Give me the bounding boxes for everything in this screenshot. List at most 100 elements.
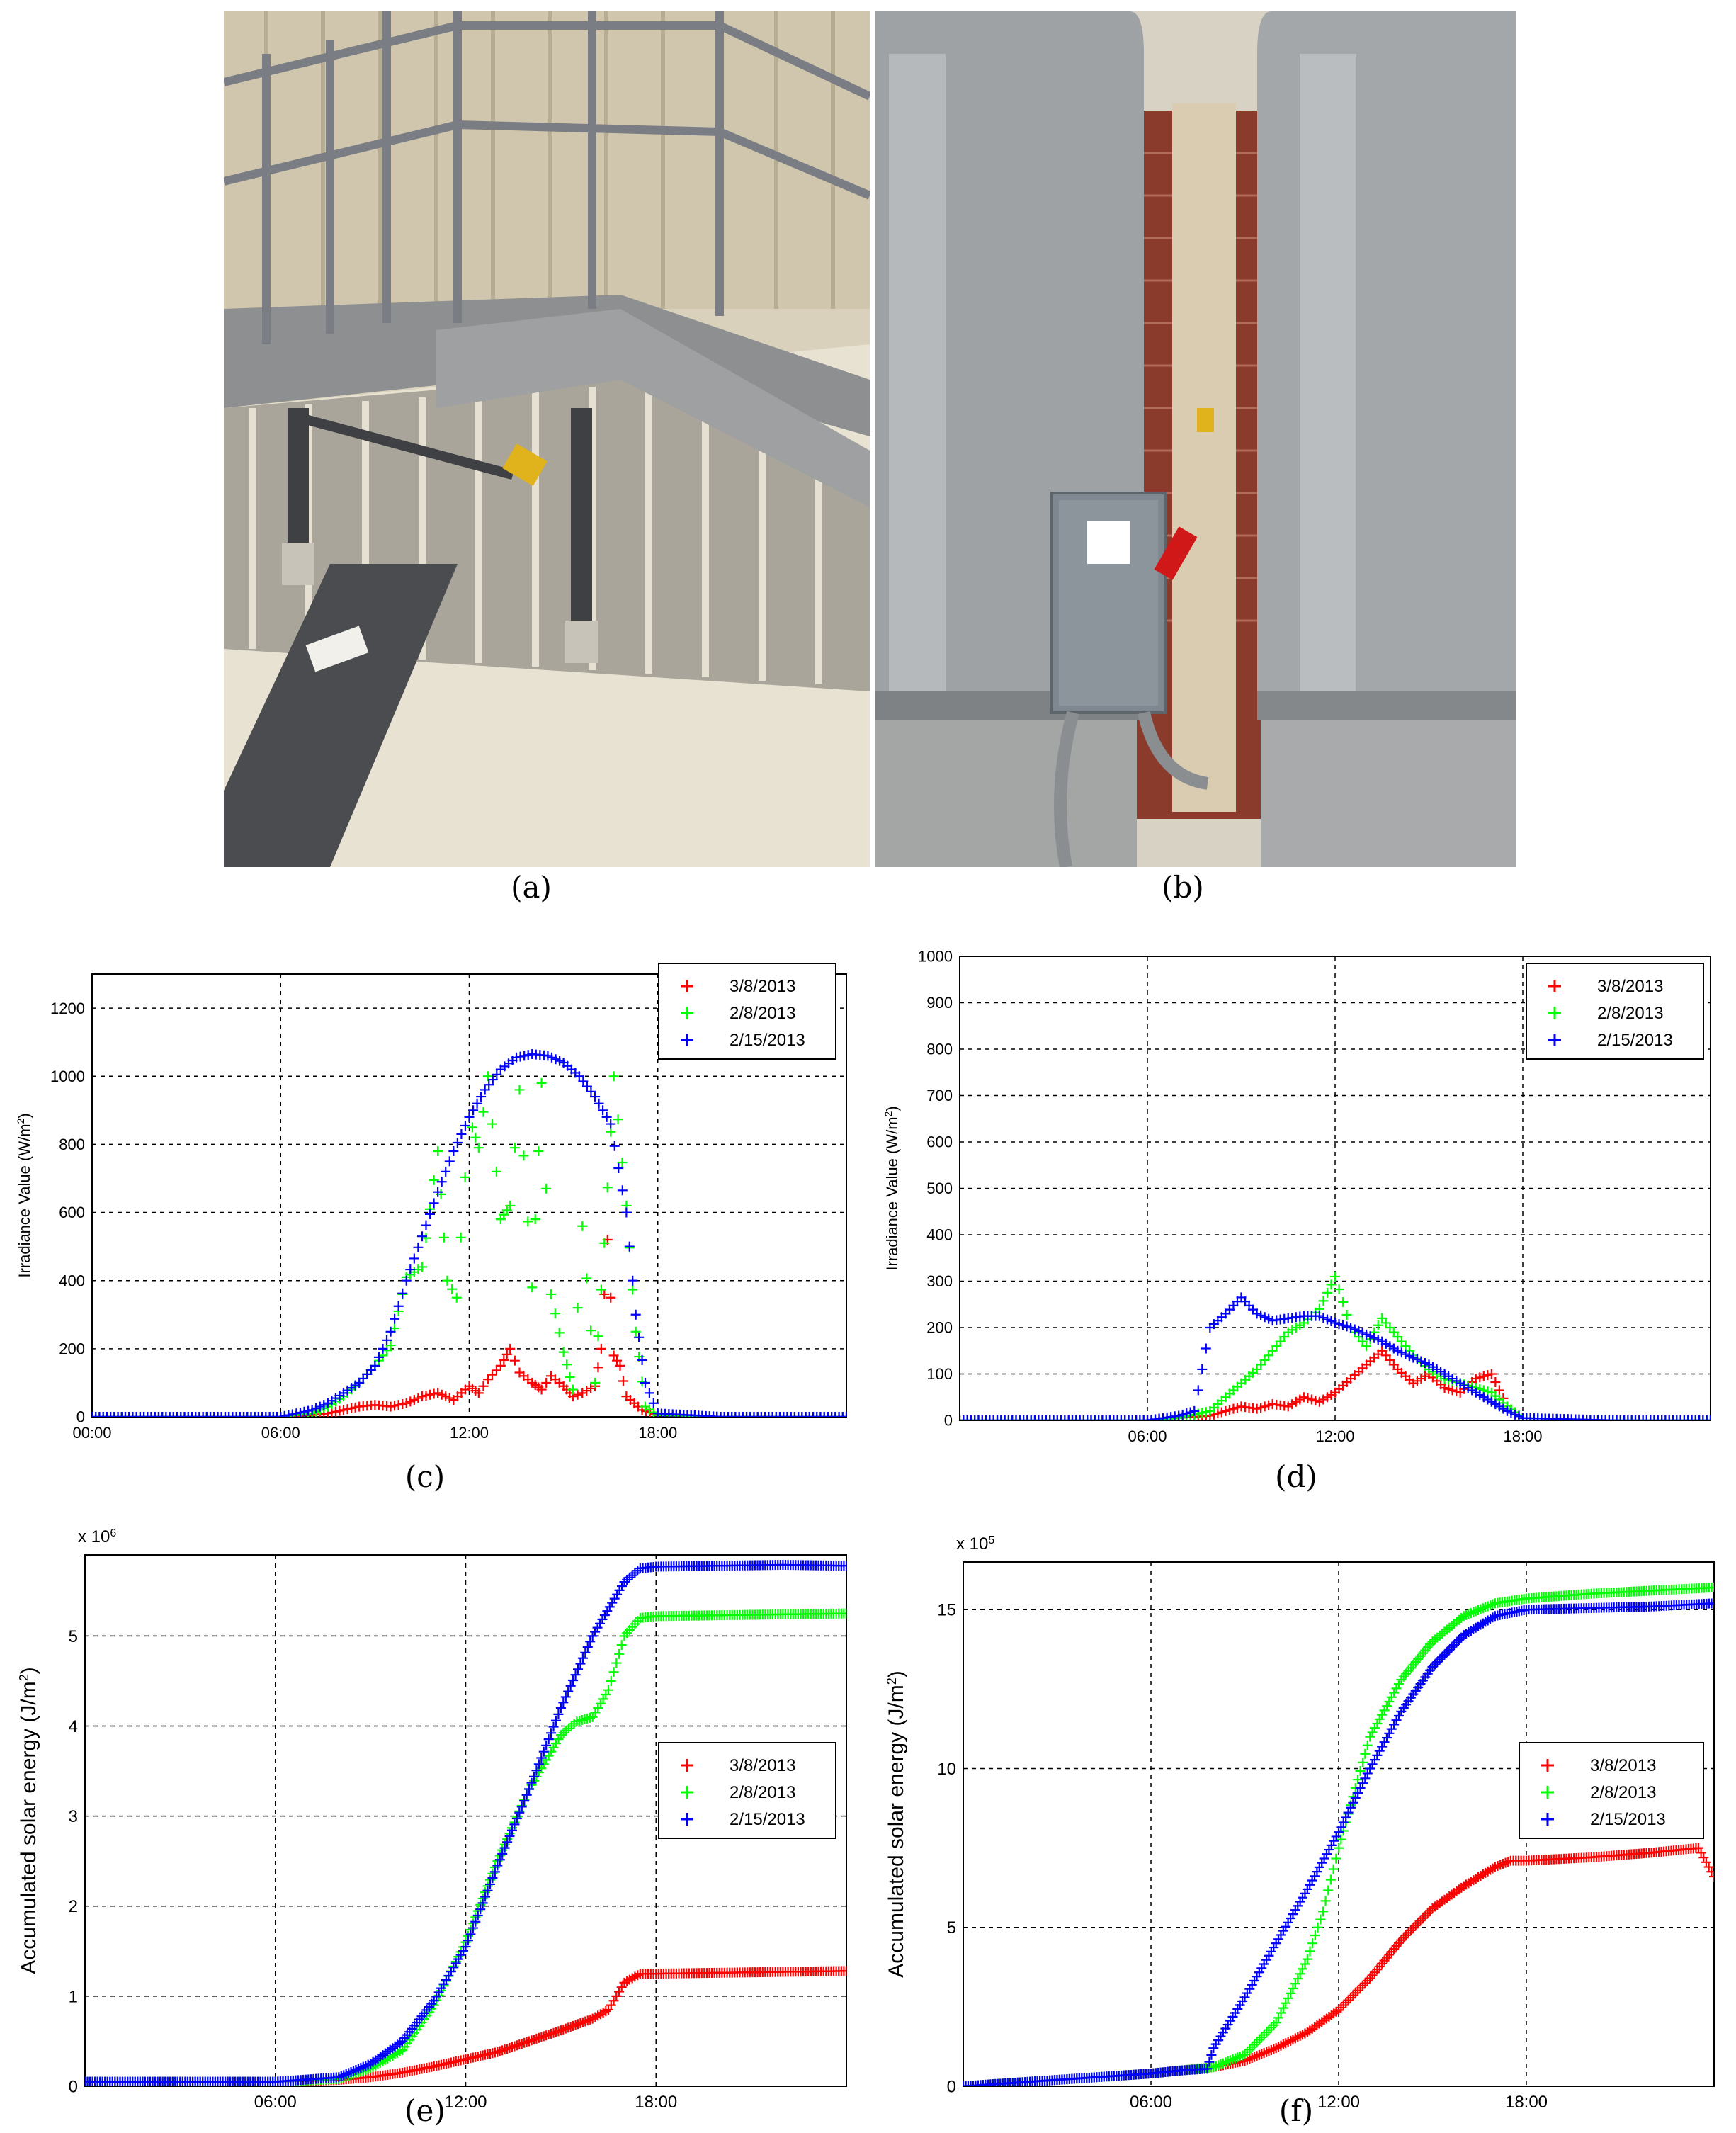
data-point — [1014, 1415, 1025, 1420]
data-point — [153, 1412, 164, 1417]
data-point — [101, 1412, 112, 1417]
data-point — [521, 1789, 532, 1800]
data-point — [1645, 1415, 1656, 1420]
data-point — [1461, 1609, 1472, 1620]
y-axis-label-close: ) — [17, 1667, 40, 1674]
data-point — [470, 1132, 481, 1143]
data-point — [533, 1759, 544, 1770]
data-point — [560, 1692, 571, 1702]
data-point — [737, 1412, 748, 1417]
data-point — [346, 2066, 356, 2077]
data-point — [1480, 1602, 1491, 1612]
data-point — [612, 1589, 623, 1600]
data-point — [1305, 1946, 1315, 1957]
series-layer — [963, 1582, 1714, 2086]
data-point — [453, 1954, 464, 1964]
data-point — [538, 2031, 549, 2042]
data-point — [609, 1141, 620, 1151]
data-point — [606, 1119, 616, 1129]
data-point — [1389, 1687, 1400, 1698]
data-point — [1365, 1731, 1375, 1742]
data-point — [586, 1325, 596, 1336]
data-point — [1420, 1911, 1431, 1921]
data-point — [602, 1182, 613, 1193]
data-point — [451, 1292, 462, 1303]
data-point — [483, 1374, 494, 1385]
data-point — [606, 1292, 616, 1303]
data-point — [585, 1636, 596, 1647]
data-point — [628, 1284, 638, 1295]
data-point — [1320, 1896, 1331, 1906]
data-point — [1362, 1768, 1373, 1779]
x-tick-label: 12:00 — [450, 1424, 489, 1442]
data-point — [580, 2016, 591, 2027]
data-point — [742, 1412, 752, 1417]
x-tick-label: 00:00 — [72, 1424, 111, 1442]
data-point — [1683, 1415, 1694, 1420]
x-tick-label: 18:00 — [1505, 2093, 1548, 2112]
data-point — [1338, 1817, 1349, 1828]
y-axis-multiplier: x 105 — [956, 1534, 994, 1554]
data-point — [1343, 1995, 1354, 2005]
data-point — [489, 1867, 500, 1877]
data-point — [599, 1610, 610, 1621]
data-point — [494, 1855, 505, 1865]
data-point — [1331, 2006, 1341, 2017]
data-point — [1286, 1988, 1296, 1998]
data-point — [560, 2023, 571, 2034]
data-point — [519, 1796, 530, 1806]
data-point — [965, 1415, 976, 1420]
data-point — [590, 1626, 601, 1637]
data-point — [1372, 1750, 1383, 1760]
data-point — [533, 1146, 544, 1156]
data-point — [1487, 1863, 1498, 1874]
data-point — [1317, 1906, 1328, 1917]
data-point — [1276, 2040, 1286, 2051]
data-point — [834, 1412, 844, 1417]
photo-b-illustration — [875, 11, 1516, 867]
y-axis-label-exponent: 2 — [15, 1118, 26, 1124]
data-point — [812, 1412, 822, 1417]
data-point — [789, 1412, 800, 1417]
data-point — [1649, 1415, 1660, 1420]
data-point — [1415, 1916, 1426, 1926]
data-point — [511, 2040, 522, 2051]
y-axis-label-close: ) — [883, 1106, 901, 1111]
data-point — [1441, 1647, 1452, 1658]
data-point — [416, 1231, 427, 1242]
data-point — [385, 1326, 396, 1337]
data-point — [624, 1241, 635, 1252]
data-point — [1283, 1917, 1293, 1928]
data-point — [436, 1177, 447, 1187]
data-point — [1082, 1415, 1093, 1420]
data-point — [395, 2037, 405, 2048]
data-point — [1348, 1797, 1358, 1808]
data-point — [385, 1340, 396, 1351]
data-point — [1201, 1343, 1211, 1354]
data-point — [1208, 2062, 1219, 2073]
data-point — [1097, 1415, 1108, 1420]
data-point — [1437, 1652, 1448, 1663]
data-point — [395, 2047, 405, 2057]
data-point — [135, 1412, 145, 1417]
data-point — [1310, 1930, 1320, 1940]
data-point — [142, 1412, 153, 1417]
data-point — [438, 1979, 449, 1989]
data-point — [1295, 1896, 1305, 1907]
y-tick-label: 5 — [947, 1918, 956, 1937]
x-tick-label: 12:00 — [1317, 2093, 1360, 2112]
data-point — [1295, 2030, 1305, 2041]
data-point — [98, 1412, 108, 1417]
legend-marker — [681, 980, 693, 992]
data-point — [1425, 1906, 1436, 1916]
data-point — [568, 1675, 579, 1685]
data-point — [139, 1412, 149, 1417]
data-point — [478, 1107, 489, 1117]
data-point — [597, 1614, 608, 1624]
data-point — [1360, 1773, 1371, 1784]
data-point — [1204, 2056, 1215, 2067]
data-point — [124, 1412, 135, 1417]
data-point — [416, 1262, 427, 1272]
data-point — [1138, 1415, 1149, 1420]
data-point — [1360, 1978, 1371, 1988]
